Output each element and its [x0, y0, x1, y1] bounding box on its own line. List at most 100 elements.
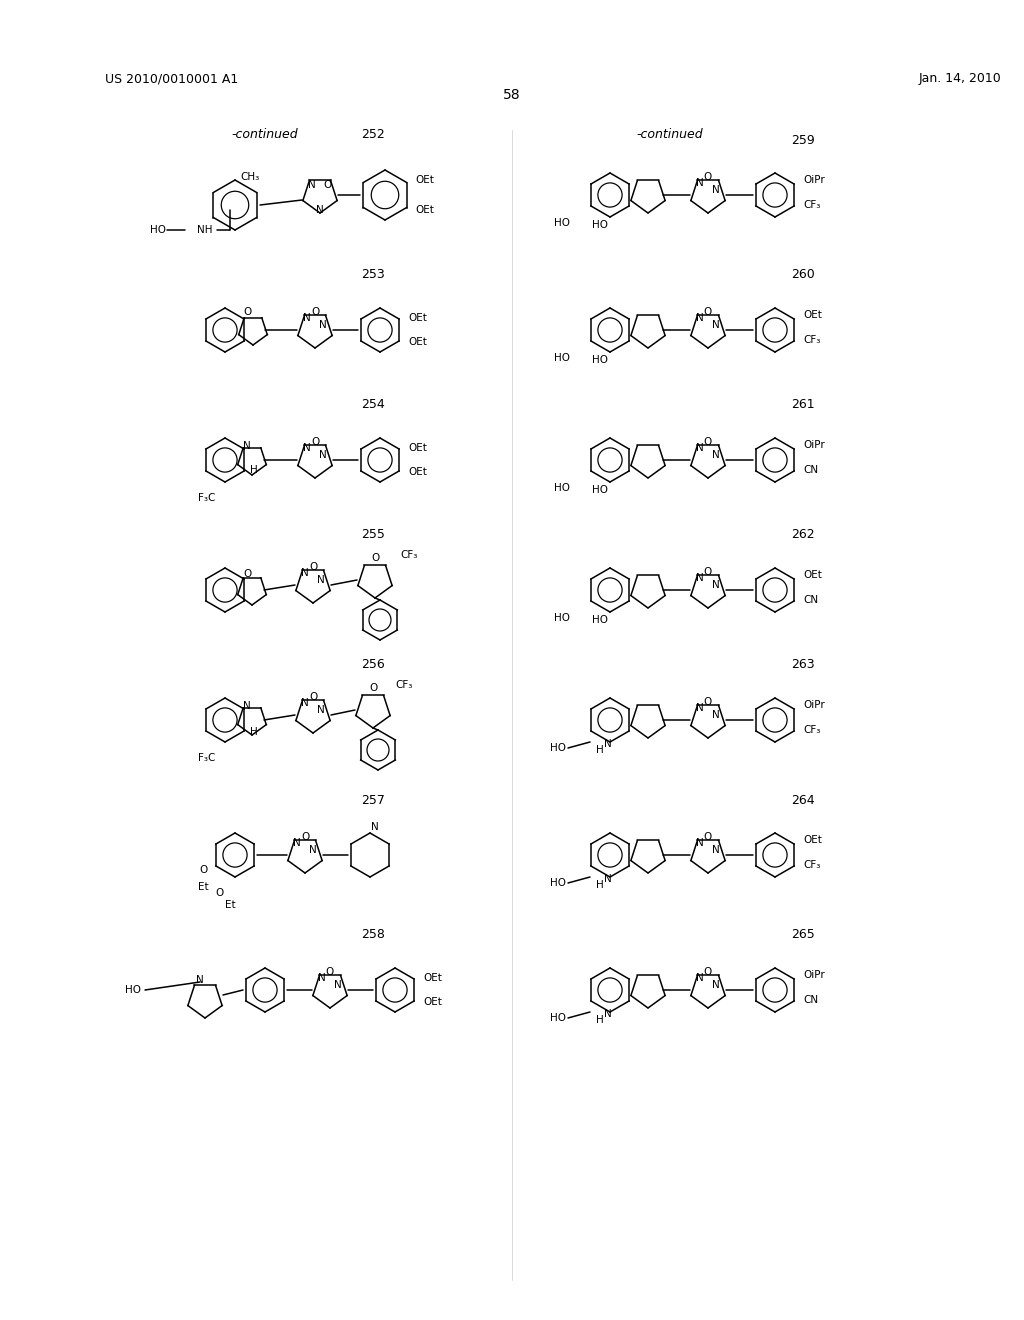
- Text: F₃C: F₃C: [198, 752, 215, 763]
- Text: OEt: OEt: [408, 313, 427, 323]
- Text: Et: Et: [198, 882, 208, 892]
- Text: H: H: [596, 1015, 604, 1026]
- Text: O: O: [703, 697, 712, 708]
- Text: Jan. 14, 2010: Jan. 14, 2010: [919, 73, 1001, 84]
- Text: OiPr: OiPr: [803, 970, 824, 979]
- Text: HO: HO: [592, 615, 608, 624]
- Text: N: N: [319, 319, 327, 330]
- Text: O: O: [244, 308, 252, 317]
- Text: US 2010/0010001 A1: US 2010/0010001 A1: [105, 73, 239, 84]
- Text: N: N: [696, 573, 703, 583]
- Text: HO: HO: [592, 355, 608, 366]
- Text: HO: HO: [554, 483, 570, 492]
- Text: N: N: [696, 838, 703, 847]
- Text: CF₃: CF₃: [803, 335, 820, 345]
- Text: OEt: OEt: [803, 310, 822, 319]
- Text: O: O: [311, 308, 319, 317]
- Text: O: O: [326, 968, 334, 977]
- Text: 256: 256: [361, 659, 385, 672]
- Text: 258: 258: [361, 928, 385, 941]
- Text: N: N: [293, 838, 301, 847]
- Text: O: O: [301, 832, 309, 842]
- Text: N: N: [712, 450, 720, 459]
- Text: O: O: [324, 180, 332, 190]
- Text: O: O: [243, 569, 251, 579]
- Text: N: N: [604, 874, 612, 884]
- Text: O: O: [309, 692, 317, 702]
- Text: Et: Et: [224, 900, 236, 909]
- Text: H: H: [596, 880, 604, 890]
- Text: N: N: [696, 178, 703, 187]
- Text: N: N: [712, 185, 720, 195]
- Text: H: H: [250, 465, 258, 475]
- Text: HO: HO: [550, 878, 566, 888]
- Text: HO: HO: [592, 220, 608, 230]
- Text: 264: 264: [792, 793, 815, 807]
- Text: HO: HO: [550, 743, 566, 752]
- Text: OEt: OEt: [415, 176, 434, 185]
- Text: CF₃: CF₃: [803, 201, 820, 210]
- Text: 265: 265: [792, 928, 815, 941]
- Text: 259: 259: [792, 133, 815, 147]
- Text: 252: 252: [361, 128, 385, 141]
- Text: OEt: OEt: [408, 444, 427, 453]
- Text: OEt: OEt: [408, 337, 427, 347]
- Text: N: N: [319, 450, 327, 459]
- Text: OiPr: OiPr: [803, 700, 824, 710]
- Text: N: N: [604, 1008, 612, 1019]
- Text: CF₃: CF₃: [803, 725, 820, 735]
- Text: 261: 261: [792, 399, 815, 412]
- Text: CF₃: CF₃: [803, 861, 820, 870]
- Text: O: O: [199, 865, 207, 875]
- Text: 254: 254: [361, 399, 385, 412]
- Text: -continued: -continued: [231, 128, 298, 141]
- Text: N: N: [712, 710, 720, 719]
- Text: -continued: -continued: [637, 128, 703, 141]
- Text: 262: 262: [792, 528, 815, 541]
- Text: N: N: [301, 698, 309, 708]
- Text: OEt: OEt: [415, 205, 434, 215]
- Text: HO: HO: [554, 218, 570, 228]
- Text: N: N: [696, 444, 703, 453]
- Text: N: N: [712, 579, 720, 590]
- Text: OEt: OEt: [408, 467, 427, 477]
- Text: N: N: [197, 975, 204, 985]
- Text: HO: HO: [550, 1012, 566, 1023]
- Text: N: N: [696, 313, 703, 323]
- Text: HO: HO: [125, 985, 141, 995]
- Text: CF₃: CF₃: [395, 680, 413, 690]
- Text: H: H: [250, 727, 258, 737]
- Text: N: N: [308, 180, 315, 190]
- Text: CN: CN: [803, 595, 818, 605]
- Text: O: O: [703, 308, 712, 317]
- Text: OEt: OEt: [423, 997, 442, 1007]
- Text: 255: 255: [361, 528, 385, 541]
- Text: N: N: [243, 701, 251, 711]
- Text: OEt: OEt: [803, 836, 822, 845]
- Text: N: N: [318, 973, 326, 983]
- Text: N: N: [712, 979, 720, 990]
- Text: NH: NH: [198, 224, 213, 235]
- Text: N: N: [712, 845, 720, 855]
- Text: CF₃: CF₃: [400, 550, 418, 560]
- Text: N: N: [301, 568, 309, 578]
- Text: OEt: OEt: [423, 973, 442, 983]
- Text: HO: HO: [592, 484, 608, 495]
- Text: O: O: [369, 682, 377, 693]
- Text: O: O: [703, 437, 712, 447]
- Text: N: N: [303, 313, 311, 323]
- Text: N: N: [696, 704, 703, 713]
- Text: OEt: OEt: [803, 570, 822, 579]
- Text: 260: 260: [792, 268, 815, 281]
- Text: O: O: [703, 968, 712, 977]
- Text: N: N: [604, 739, 612, 748]
- Text: 58: 58: [503, 88, 521, 102]
- Text: O: O: [309, 562, 317, 572]
- Text: H: H: [596, 744, 604, 755]
- Text: N: N: [334, 979, 342, 990]
- Text: 263: 263: [792, 659, 815, 672]
- Text: N: N: [712, 319, 720, 330]
- Text: N: N: [303, 444, 311, 453]
- Text: N: N: [317, 576, 325, 585]
- Text: N: N: [371, 822, 379, 832]
